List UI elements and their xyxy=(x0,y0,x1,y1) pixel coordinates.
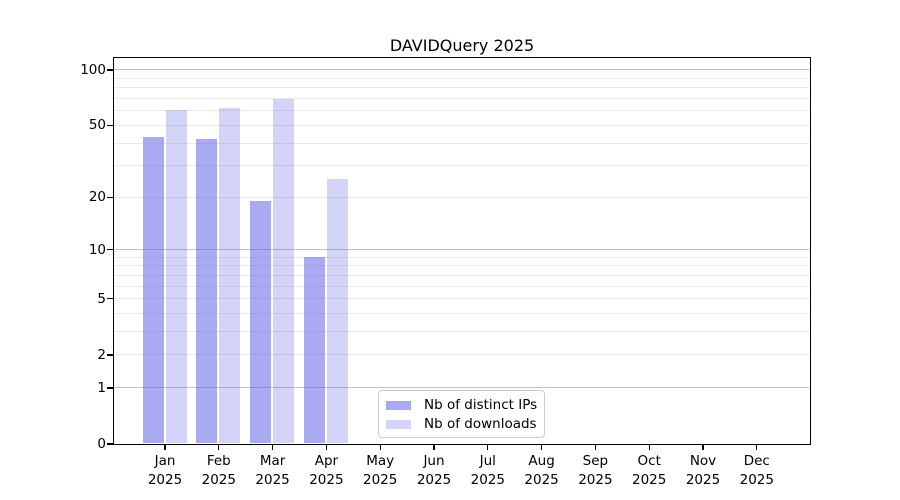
y-tick-label-100: 100 xyxy=(80,61,106,78)
bar-ips-feb xyxy=(196,138,218,443)
gridline-y-4 xyxy=(114,313,809,315)
y-tick-mark-50 xyxy=(106,124,113,127)
gridline-y-8 xyxy=(114,265,809,267)
x-tick-label-nov: Nov 2025 xyxy=(685,453,721,488)
gridline-y-20 xyxy=(114,196,809,198)
y-tick-mark-1 xyxy=(106,387,113,389)
gridline-y-100 xyxy=(114,69,809,71)
bar-downloads-mar xyxy=(273,99,295,443)
gridline-y-6 xyxy=(114,285,809,287)
legend-label-downloads: Nb of downloads xyxy=(424,416,537,432)
bar-downloads-apr xyxy=(326,179,348,443)
gridline-y-9 xyxy=(114,256,809,258)
legend-item-distinct-ips: Nb of distinct IPs xyxy=(386,396,544,415)
y-tick-label-50: 50 xyxy=(88,117,106,134)
bar-ips-apr xyxy=(303,256,325,443)
y-tick-mark-10 xyxy=(106,248,113,251)
x-tick-label-feb: Feb 2025 xyxy=(201,453,236,488)
x-tick-label-jun: Jun 2025 xyxy=(416,453,452,488)
x-tick-mark-may xyxy=(379,444,381,450)
legend: Nb of distinct IPs Nb of downloads xyxy=(378,390,545,438)
plot-area xyxy=(113,57,811,445)
gridline-y-10 xyxy=(114,249,809,251)
gridline-y-1 xyxy=(114,387,809,389)
bar-ips-jan xyxy=(142,136,164,443)
gridline-y-40 xyxy=(114,142,809,144)
x-tick-label-apr: Apr 2025 xyxy=(309,453,344,488)
y-tick-label-20: 20 xyxy=(88,189,106,206)
y-tick-mark-20 xyxy=(106,196,113,198)
x-tick-label-jul: Jul 2025 xyxy=(470,453,505,488)
legend-swatch-distinct-ips xyxy=(386,400,411,411)
gridline-y-3 xyxy=(114,331,809,333)
gridline-y-50 xyxy=(114,124,809,126)
gridline-y-30 xyxy=(114,165,809,167)
x-tick-mark-jan xyxy=(164,444,166,450)
y-tick-label-2: 2 xyxy=(97,346,106,363)
gridline-y-5 xyxy=(114,298,809,300)
gridline-y-60 xyxy=(114,110,809,112)
y-tick-mark-5 xyxy=(106,298,113,300)
bar-downloads-feb xyxy=(219,107,241,443)
x-tick-mark-apr xyxy=(325,444,328,450)
x-tick-mark-feb xyxy=(218,444,220,450)
y-tick-mark-2 xyxy=(106,354,113,356)
x-tick-mark-jul xyxy=(487,444,489,450)
bar-downloads-jan xyxy=(165,110,187,443)
y-tick-mark-100 xyxy=(106,69,113,71)
x-tick-mark-aug xyxy=(540,444,543,450)
gridline-y-7 xyxy=(114,274,809,276)
gridline-y-70 xyxy=(114,98,809,100)
x-tick-label-oct: Oct 2025 xyxy=(632,453,667,488)
gridline-y-90 xyxy=(114,77,809,79)
legend-label-distinct-ips: Nb of distinct IPs xyxy=(424,397,538,413)
x-tick-mark-dec xyxy=(756,444,758,450)
chart-title: DAVIDQuery 2025 xyxy=(389,36,535,55)
x-tick-label-dec: Dec 2025 xyxy=(739,453,774,488)
x-tick-mark-oct xyxy=(648,444,650,450)
gridline-y-2 xyxy=(114,354,809,356)
gridline-y-80 xyxy=(114,87,809,89)
x-tick-label-mar: Mar 2025 xyxy=(255,453,290,488)
y-tick-mark-0 xyxy=(106,443,113,445)
y-tick-label-10: 10 xyxy=(88,241,106,258)
x-tick-mark-nov xyxy=(702,444,704,450)
x-tick-label-sep: Sep 2025 xyxy=(578,453,613,488)
legend-swatch-downloads xyxy=(386,419,411,430)
x-tick-label-may: May 2025 xyxy=(363,453,398,488)
bar-ips-mar xyxy=(250,200,272,443)
y-tick-label-0: 0 xyxy=(97,436,106,452)
x-tick-mark-jun xyxy=(433,444,435,450)
x-tick-mark-mar xyxy=(271,444,274,450)
x-tick-label-aug: Aug 2025 xyxy=(524,453,559,488)
legend-item-downloads: Nb of downloads xyxy=(386,415,544,434)
y-tick-label-1: 1 xyxy=(97,379,106,396)
x-tick-mark-sep xyxy=(594,444,597,450)
y-tick-label-5: 5 xyxy=(97,290,106,307)
x-tick-label-jan: Jan 2025 xyxy=(147,453,183,488)
